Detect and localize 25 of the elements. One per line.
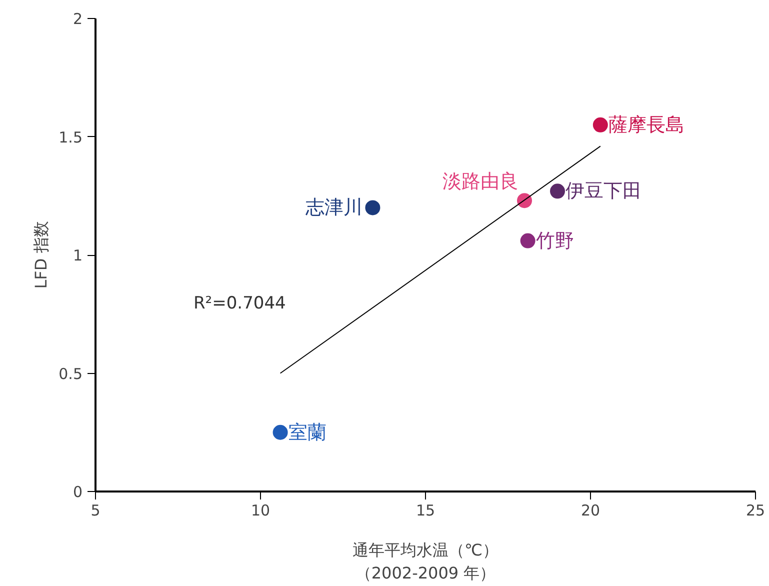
point (365, 200, 380, 216)
series-label: 淡路由良 (442, 170, 518, 193)
x-tick-label: 20 (580, 502, 600, 520)
y-tick-label: 2 (72, 10, 83, 28)
point (592, 117, 608, 132)
annotation: R²=0.7044 (194, 294, 286, 314)
y-axis-title: LFD 指数 (32, 221, 51, 289)
x-tick-label: 5 (90, 502, 100, 520)
series-label: 室蘭 (288, 421, 326, 444)
x-tick-label: 10 (250, 502, 270, 520)
series-label: 志津川 (306, 196, 363, 219)
y-tick-label: 0 (72, 483, 83, 501)
point (517, 193, 532, 208)
point (272, 424, 288, 440)
series-label: 薩摩長島 (608, 114, 684, 136)
x-tick-label: 15 (416, 502, 436, 520)
point (550, 184, 565, 199)
y-tick-label: 1 (72, 246, 83, 264)
x-tick-label: 25 (746, 502, 766, 520)
x-axis-title: 通年平均水温（℃）（2002-2009 年） (352, 540, 498, 582)
series-label: 伊豆下田 (566, 180, 642, 202)
y-tick-label: 1.5 (58, 128, 83, 146)
point (520, 233, 536, 248)
y-tick-label: 0.5 (58, 364, 83, 383)
series-label: 竹野 (536, 230, 574, 252)
